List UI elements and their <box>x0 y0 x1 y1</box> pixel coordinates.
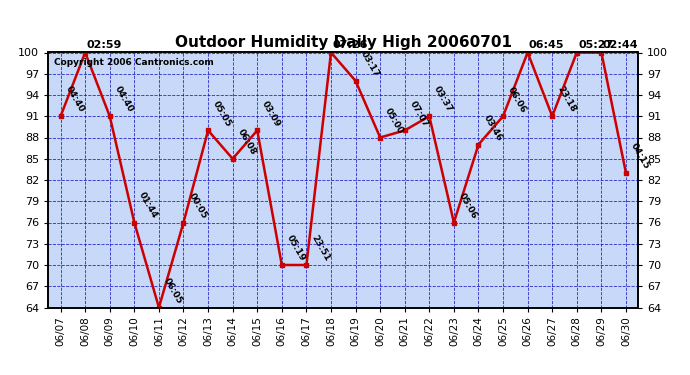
Text: 04:40: 04:40 <box>63 85 86 114</box>
Title: Outdoor Humidity Daily High 20060701: Outdoor Humidity Daily High 20060701 <box>175 35 512 50</box>
Text: 06:45: 06:45 <box>529 40 564 50</box>
Text: 05:19: 05:19 <box>285 234 307 263</box>
Text: 05:27: 05:27 <box>578 40 613 50</box>
Text: 00:05: 00:05 <box>186 191 208 220</box>
Text: 05:00: 05:00 <box>383 106 405 135</box>
Text: 07:07: 07:07 <box>408 99 430 128</box>
Text: 05:06: 05:06 <box>457 191 479 220</box>
Text: 04:15: 04:15 <box>629 141 651 171</box>
Text: 03:09: 03:09 <box>260 99 282 128</box>
Text: 04:40: 04:40 <box>112 85 135 114</box>
Text: 07:26: 07:26 <box>332 40 368 50</box>
Text: 05:05: 05:05 <box>211 99 233 128</box>
Text: 06:05: 06:05 <box>162 276 184 305</box>
Text: 06:08: 06:08 <box>235 128 257 157</box>
Text: 06:06: 06:06 <box>506 85 528 114</box>
Text: 03:37: 03:37 <box>432 85 455 114</box>
Text: 03:17: 03:17 <box>359 50 381 79</box>
Text: 02:44: 02:44 <box>602 40 638 50</box>
Text: 03:46: 03:46 <box>482 113 504 142</box>
Text: 23:51: 23:51 <box>309 234 331 263</box>
Text: 02:59: 02:59 <box>86 40 121 50</box>
Text: 23:18: 23:18 <box>555 85 578 114</box>
Text: 01:44: 01:44 <box>137 191 159 220</box>
Text: Copyright 2006 Cantronics.com: Copyright 2006 Cantronics.com <box>55 58 214 67</box>
